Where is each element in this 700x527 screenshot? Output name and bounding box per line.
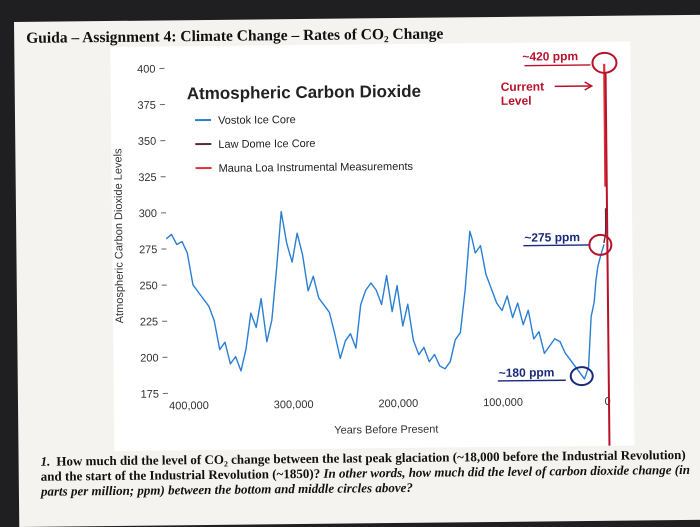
y-tick-label: 350 bbox=[138, 136, 156, 148]
legend-label: Law Dome Ice Core bbox=[218, 138, 315, 151]
annotation-current: Current bbox=[501, 79, 544, 93]
y-tick-label: 300 bbox=[139, 208, 157, 220]
y-tick-label: 250 bbox=[139, 280, 157, 292]
annotation-275ppm: ~275 ppm bbox=[524, 230, 580, 245]
chart-title: Atmospheric Carbon Dioxide bbox=[187, 82, 421, 103]
x-axis-label: Years Before Present bbox=[334, 424, 438, 437]
x-tick-label: 200,000 bbox=[378, 398, 418, 410]
x-tick-label: 400,000 bbox=[169, 400, 209, 412]
circle-275 bbox=[588, 233, 613, 256]
chart-axes: 175 200 225 250 275 300 325 350 375 400 400,000 300… bbox=[137, 64, 611, 413]
y-tick-label: 325 bbox=[138, 172, 156, 184]
current-level-arrowhead bbox=[584, 81, 594, 91]
underline-420 bbox=[524, 64, 591, 67]
y-tick-label: 275 bbox=[139, 244, 157, 256]
underline-180 bbox=[497, 379, 566, 382]
series-line-1 bbox=[165, 210, 605, 380]
y-tick-label: 200 bbox=[140, 352, 158, 364]
chart-legend: Vostok Ice Core Law Dome Ice Core Mauna Lo… bbox=[195, 114, 414, 175]
y-tick-label: 375 bbox=[137, 100, 155, 112]
annotation-180ppm: ~180 ppm bbox=[499, 365, 555, 380]
legend-label: Vostok Ice Core bbox=[218, 114, 296, 127]
series-line-3 bbox=[603, 63, 607, 187]
circle-180 bbox=[569, 366, 594, 387]
annotation-420ppm: ~420 ppm bbox=[522, 49, 578, 64]
y-tick-label: 400 bbox=[137, 64, 155, 76]
vertical-marker-line bbox=[604, 72, 611, 446]
legend-label: Mauna Loa Instrumental Measurements bbox=[218, 161, 413, 175]
underline-275 bbox=[523, 244, 591, 247]
question-1: 1. How much did the level of CO₂ change b… bbox=[41, 447, 691, 499]
question-number: 1. bbox=[40, 453, 51, 469]
x-tick-label: 300,000 bbox=[274, 399, 314, 411]
circle-current-level bbox=[591, 51, 618, 74]
x-tick-label: 100,000 bbox=[483, 397, 523, 409]
chart-background bbox=[110, 41, 635, 452]
y-axis-label: Atmospheric Carbon Dioxide Levels bbox=[112, 148, 126, 323]
y-tick-label: 225 bbox=[140, 316, 158, 328]
co2-chart: 175 200 225 250 275 300 325 350 375 400 400,000 300… bbox=[110, 41, 635, 452]
y-tick-label: 175 bbox=[140, 389, 158, 401]
annotation-level: Level bbox=[501, 94, 532, 108]
assignment-sheet: Guida – Assignment 4: Climate Change – R… bbox=[14, 14, 700, 527]
x-tick-label: 0 bbox=[605, 396, 611, 408]
